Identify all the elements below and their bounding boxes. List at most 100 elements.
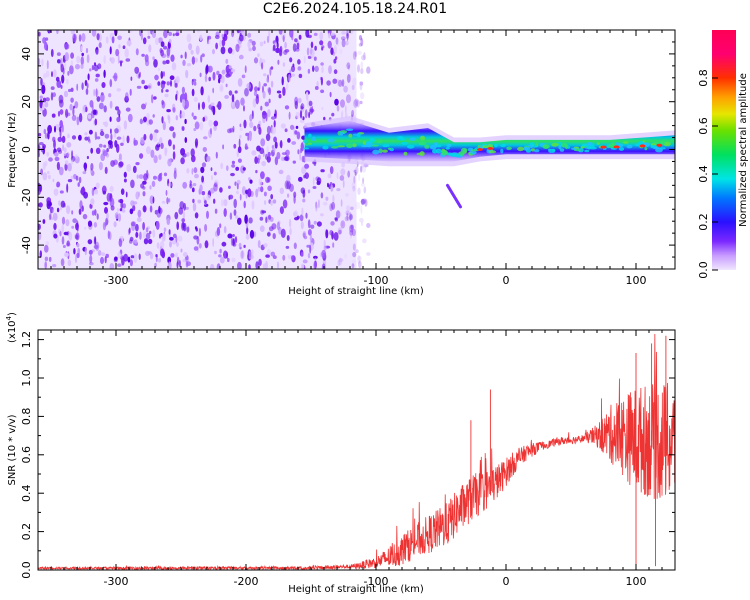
noise-speckle (74, 101, 79, 109)
noise-speckle (80, 46, 83, 51)
signal-blob (420, 135, 426, 141)
noise-speckle (278, 94, 282, 99)
noise-speckle (168, 229, 171, 235)
noise-speckle (172, 131, 176, 139)
noise-speckle (194, 226, 198, 230)
noise-speckle (329, 229, 334, 236)
noise-speckle (219, 39, 222, 48)
noise-speckle (337, 78, 340, 87)
signal-blob (352, 133, 359, 136)
noise-speckle (141, 79, 145, 85)
noise-speckle (143, 116, 147, 123)
noise-speckle (86, 155, 89, 160)
signal-blob (416, 152, 423, 156)
noise-speckle (58, 126, 62, 133)
noise-speckle (341, 79, 345, 87)
noise-speckle (237, 217, 242, 225)
noise-speckle (94, 236, 97, 245)
noise-speckle (234, 236, 238, 244)
noise-speckle (351, 263, 355, 269)
signal-blob (529, 142, 535, 146)
noise-speckle (264, 200, 267, 205)
noise-speckle (91, 104, 94, 112)
noise-speckle (118, 161, 124, 167)
noise-speckle (227, 257, 230, 263)
noise-speckle (253, 125, 257, 132)
noise-speckle (100, 256, 104, 265)
noise-speckle (216, 227, 221, 236)
noise-speckle (234, 181, 237, 186)
noise-speckle (256, 94, 259, 99)
signal-blob (488, 150, 497, 154)
noise-speckle (60, 84, 63, 89)
noise-speckle (248, 47, 252, 52)
noise-speckle (320, 192, 324, 199)
noise-speckle (184, 255, 190, 263)
noise-speckle (93, 64, 99, 72)
noise-speckle (135, 231, 139, 238)
noise-speckle (273, 113, 276, 117)
noise-speckle (265, 176, 270, 183)
noise-speckle (182, 252, 188, 257)
noise-speckle (261, 160, 267, 167)
signal-blob (500, 143, 506, 148)
noise-speckle (244, 143, 248, 151)
noise-speckle (274, 156, 279, 166)
noise-speckle (293, 211, 298, 217)
noise-speckle (170, 253, 175, 258)
noise-speckle (96, 33, 100, 41)
noise-speckle (282, 86, 286, 97)
noise-speckle (271, 223, 277, 230)
noise-speckle (214, 181, 218, 187)
noise-speckle (164, 147, 168, 157)
noise-speckle (307, 219, 311, 229)
noise-speckle (38, 144, 41, 153)
noise-speckle (296, 42, 300, 50)
noise-speckle (238, 54, 244, 60)
noise-speckle (145, 59, 150, 67)
signal-blob (407, 144, 415, 149)
noise-speckle (141, 103, 146, 110)
noise-speckle (169, 241, 172, 248)
noise-speckle (199, 72, 202, 78)
noise-speckle (114, 140, 118, 148)
noise-speckle (53, 233, 58, 239)
noise-speckle (292, 63, 295, 68)
noise-speckle (284, 180, 289, 190)
noise-speckle (67, 71, 70, 76)
noise-speckle (229, 127, 235, 133)
noise-speckle (72, 107, 75, 116)
noise-speckle (241, 186, 246, 196)
snr-series-line (38, 334, 675, 570)
noise-speckle (248, 264, 251, 269)
noise-speckle (355, 249, 359, 254)
noise-speckle (163, 30, 168, 39)
noise-speckle (71, 135, 77, 140)
noise-speckle (270, 66, 274, 70)
noise-speckle (268, 87, 272, 96)
noise-speckle (325, 196, 329, 201)
signal-blob (346, 143, 353, 148)
noise-speckle (162, 71, 165, 77)
noise-speckle (60, 63, 64, 73)
noise-speckle (84, 164, 87, 172)
noise-speckle (340, 220, 346, 229)
noise-speckle (247, 135, 250, 141)
noise-speckle (161, 88, 164, 93)
noise-speckle (117, 54, 120, 64)
noise-speckle (351, 181, 356, 189)
signal-blob (548, 148, 556, 153)
noise-speckle (264, 101, 269, 107)
noise-speckle (316, 80, 319, 88)
noise-speckle (222, 144, 225, 150)
noise-speckle (345, 33, 350, 39)
noise-speckle (192, 183, 197, 187)
spectrogram-noise-region (38, 30, 371, 269)
noise-speckle (62, 67, 65, 75)
signal-blob (432, 149, 438, 154)
noise-speckle (281, 76, 284, 86)
noise-speckle (279, 187, 284, 195)
noise-speckle (89, 68, 92, 72)
noise-speckle (109, 263, 115, 269)
noise-speckle (266, 77, 269, 83)
